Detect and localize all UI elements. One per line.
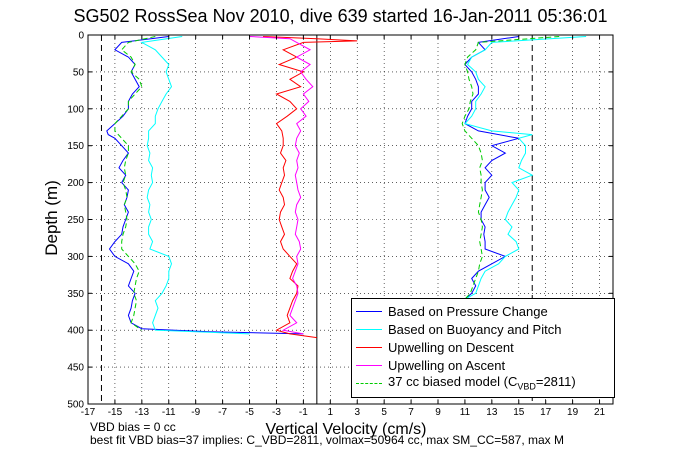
x-tick-label: 17 — [540, 407, 552, 418]
y-tick-label: 50 — [73, 67, 85, 78]
x-tick-label: 1 — [328, 407, 334, 418]
y-tick-label: 150 — [67, 141, 84, 152]
legend-item-upwelling-descent: Upwelling on Descent — [356, 338, 514, 356]
legend: Based on Pressure Change Based on Buoyan… — [351, 298, 615, 398]
legend-item-upwelling-ascent: Upwelling on Ascent — [356, 356, 505, 374]
legend-label: Upwelling on Ascent — [388, 357, 506, 373]
x-tick-label: -13 — [135, 407, 150, 418]
vbd-bias-note: VBD bias = 0 cc — [90, 420, 176, 434]
x-tick-label: -1 — [299, 407, 308, 418]
x-tick-label: 19 — [567, 407, 579, 418]
y-tick-label: 300 — [67, 252, 84, 263]
series-line-37-cc-biased-model-c-vbd-2811-descent — [114, 36, 156, 331]
x-tick-label: -7 — [218, 407, 227, 418]
series-line-upwelling-on-ascent-center — [249, 36, 314, 335]
y-tick-label: 400 — [67, 326, 84, 337]
y-axis-label: Depth (m) — [42, 180, 61, 256]
y-tick-label: 350 — [67, 289, 84, 300]
y-tick-label: 0 — [78, 31, 84, 42]
x-tick-label: -9 — [191, 407, 200, 418]
x-tick-label: 3 — [354, 407, 360, 418]
grid-lines — [87, 34, 613, 405]
legend-item-buoyancy: Based on Buoyancy and Pitch — [356, 320, 561, 338]
x-tick-label: -5 — [245, 407, 254, 418]
series-line-based-on-buoyancy-and-pitch-descent — [140, 36, 250, 335]
legend-swatch — [356, 346, 382, 348]
legend-item-pressure: Based on Pressure Change — [356, 302, 548, 320]
legend-label: 37 cc biased model (CVBD=2811) — [388, 374, 576, 392]
y-tick-label: 100 — [67, 104, 84, 115]
chart-title: SG502 RossSea Nov 2010, dive 639 started… — [73, 6, 608, 26]
x-tick-label: -15 — [108, 407, 123, 418]
legend-swatch — [356, 364, 382, 366]
x-tick-label: 15 — [513, 407, 525, 418]
x-tick-label: 9 — [435, 407, 441, 418]
y-tick-label: 450 — [67, 363, 84, 374]
series-group — [106, 36, 587, 339]
series-line-based-on-buoyancy-and-pitch-ascent — [463, 36, 587, 300]
x-tick-label: 13 — [486, 407, 498, 418]
legend-label: Based on Pressure Change — [388, 303, 548, 319]
legend-swatch — [356, 382, 382, 384]
x-tick-label: 21 — [594, 407, 606, 418]
legend-label: Based on Buoyancy and Pitch — [388, 321, 562, 337]
legend-item-biased-model: 37 cc biased model (CVBD=2811) — [356, 374, 576, 392]
x-tick-label: 7 — [408, 407, 414, 418]
x-tick-label: -3 — [272, 407, 281, 418]
reference-lines — [100, 35, 533, 404]
legend-label: Upwelling on Descent — [388, 339, 514, 355]
x-tick-label: 5 — [381, 407, 387, 418]
axis-ticks: -17 -15 -13 -11 -9 -7 -5 -3 -1 1 3 5 7 9 11 13 15 17 19 210… — [67, 31, 613, 418]
series-line-37-cc-biased-model-c-vbd-2811-ascent — [461, 36, 560, 300]
x-tick-label: -11 — [162, 407, 176, 418]
best-fit-note: best fit VBD bias=37 implies: C_VBD=2811… — [90, 433, 564, 447]
x-tick-label: 11 — [460, 407, 471, 418]
series-line-upwelling-on-descent-center — [262, 36, 358, 339]
x-tick-label: -17 — [81, 407, 96, 418]
legend-swatch — [356, 328, 382, 330]
y-tick-label: 500 — [67, 400, 84, 411]
y-tick-label: 200 — [67, 178, 84, 189]
x-axis-label: Vertical Velocity (cm/s) — [265, 421, 427, 438]
legend-swatch — [356, 310, 382, 312]
y-tick-label: 250 — [67, 215, 84, 226]
series-line-based-on-pressure-change-descent — [106, 36, 304, 335]
